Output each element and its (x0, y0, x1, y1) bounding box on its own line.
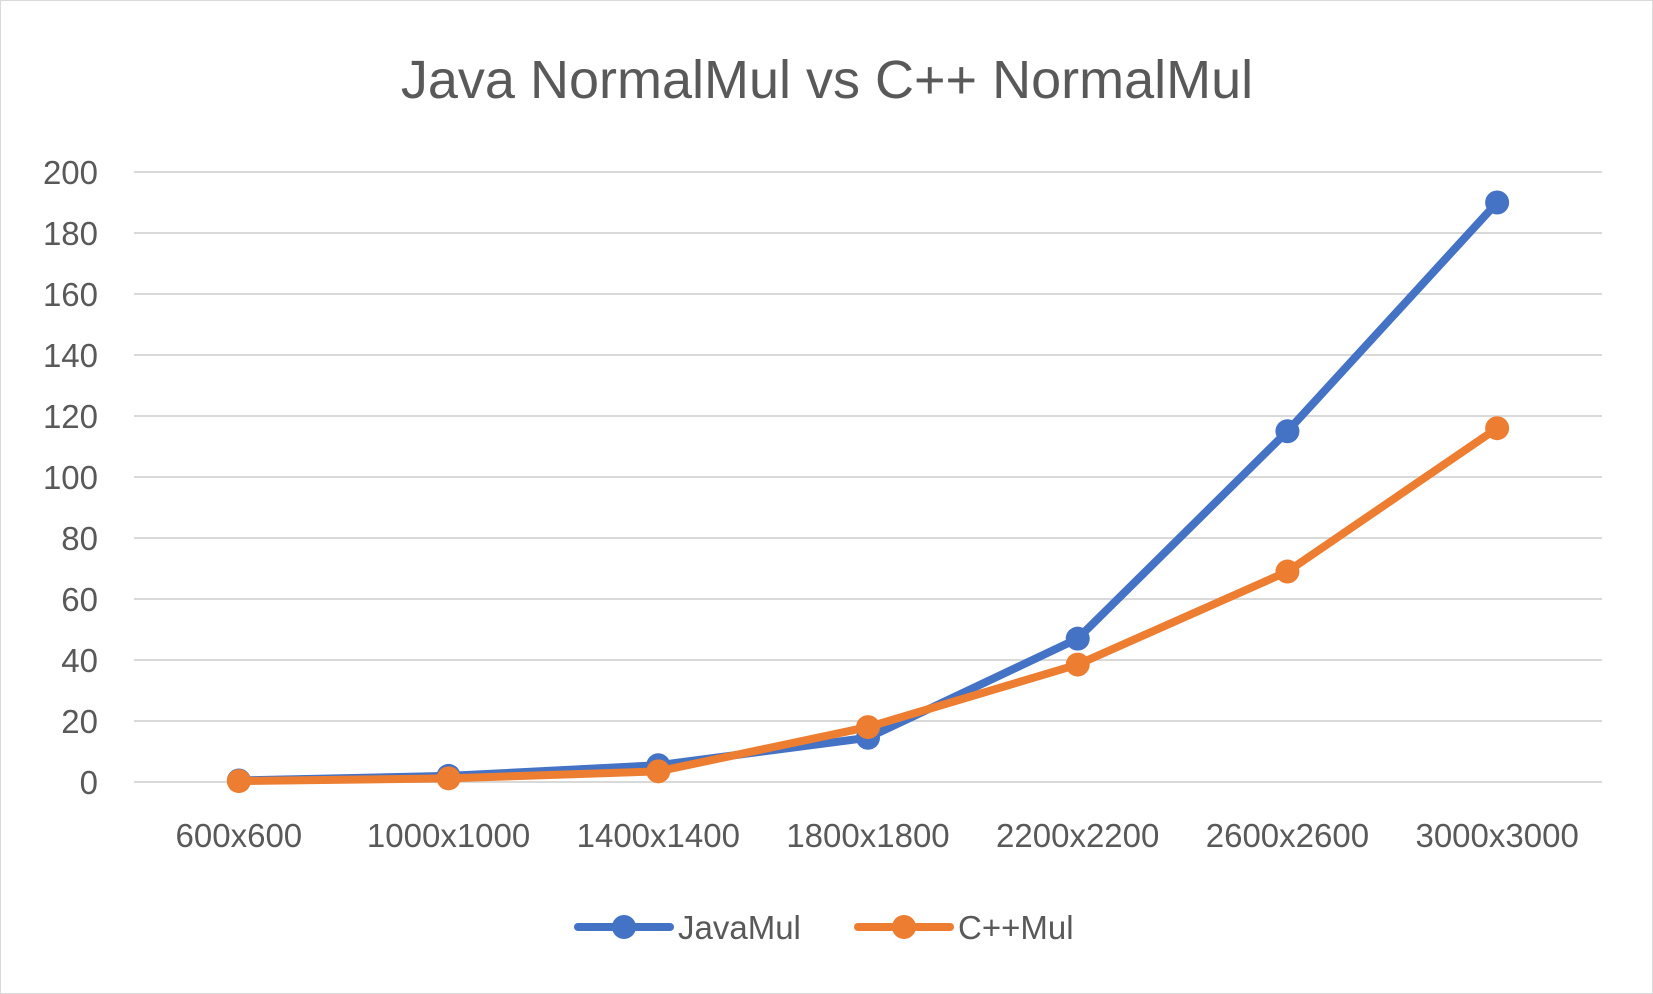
y-tick-label: 120 (43, 398, 98, 435)
x-tick-label: 2600x2600 (1206, 817, 1369, 854)
y-axis-ticks: 0 20 40 60 80 100 120 140 160 180 200 (43, 154, 98, 801)
data-point (646, 759, 671, 784)
x-tick-label: 3000x3000 (1415, 817, 1578, 854)
legend-item: JavaMul (574, 909, 801, 946)
x-tick-label: 600x600 (176, 817, 303, 854)
x-tick-label: 1000x1000 (367, 817, 530, 854)
data-point (1275, 559, 1300, 584)
series-lines (226, 190, 1510, 794)
y-tick-label: 20 (61, 703, 98, 740)
legend-swatch-marker (612, 915, 636, 939)
legend: JavaMul C++Mul (574, 909, 1074, 946)
y-tick-label: 160 (43, 276, 98, 313)
x-axis-ticks: 600x600 1000x1000 1400x1400 1800x1800 2200x2… (176, 817, 1579, 854)
series-javamul (226, 190, 1510, 793)
y-tick-label: 140 (43, 337, 98, 374)
data-point (1275, 419, 1300, 444)
data-point (1485, 416, 1510, 441)
y-tick-label: 200 (43, 154, 98, 191)
data-point (856, 715, 880, 740)
y-tick-label: 60 (61, 581, 98, 618)
data-point (226, 769, 251, 794)
y-tick-label: 40 (61, 642, 98, 679)
legend-label: C++Mul (958, 909, 1074, 946)
x-tick-label: 2200x2200 (996, 817, 1159, 854)
data-point (1065, 652, 1090, 677)
chart-title: Java NormalMul vs C++ NormalMul (401, 50, 1253, 110)
x-tick-label: 1800x1800 (786, 817, 949, 854)
y-tick-label: 100 (43, 459, 98, 496)
legend-item: C++Mul (854, 909, 1074, 946)
data-point (1065, 626, 1090, 651)
series-c-mul (226, 416, 1510, 794)
series-line (234, 198, 1502, 785)
y-tick-label: 180 (43, 215, 98, 252)
y-tick-label: 0 (80, 764, 98, 801)
y-tick-label: 80 (61, 520, 98, 557)
x-tick-label: 1400x1400 (577, 817, 740, 854)
legend-label: JavaMul (678, 909, 801, 946)
gridlines (134, 171, 1602, 783)
legend-swatch-marker (892, 915, 916, 939)
data-point (1485, 190, 1510, 215)
data-point (436, 766, 461, 791)
